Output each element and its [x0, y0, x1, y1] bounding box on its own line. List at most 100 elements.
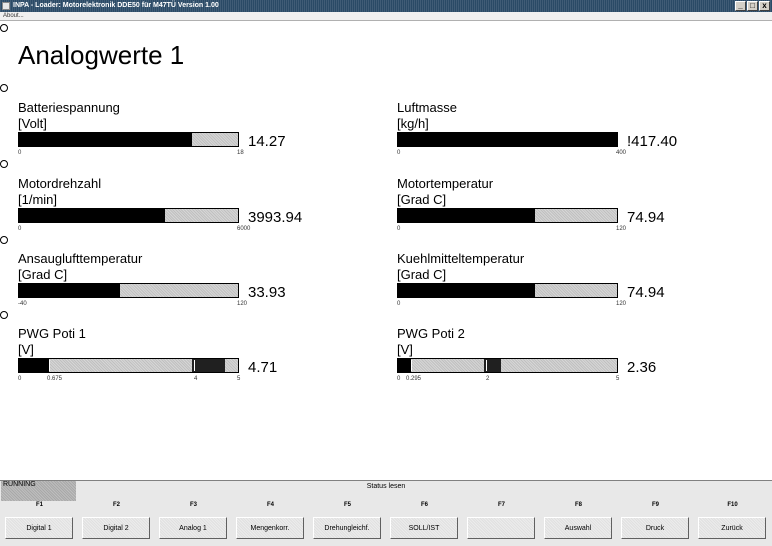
fkey-button-f10[interactable]: Zurück — [698, 517, 766, 539]
gauge-max-label: 120 — [616, 226, 627, 232]
gauge-name: PWG Poti 2 — [397, 326, 465, 341]
gauge-fill-value — [192, 359, 225, 372]
status-text: Status lesen — [366, 483, 406, 490]
gauge-limit-marker — [194, 360, 195, 371]
gauge-value: 2.36 — [627, 359, 657, 376]
fkey-button-f5[interactable]: Drehungleichf. — [313, 517, 381, 539]
gauge-upper-limit-label: 4 — [194, 376, 198, 382]
gauge-lower-limit-label: 0.675 — [47, 376, 63, 382]
gauge-max-label: 120 — [237, 301, 248, 307]
gauge-name: Batteriespannung — [18, 100, 120, 115]
gauge-min-label: -40 — [18, 301, 27, 307]
gauge-value: 74.94 — [627, 284, 665, 301]
gauge-value: 3993.94 — [248, 209, 303, 226]
gauge-value: 74.94 — [627, 209, 665, 226]
fkey-button-f4[interactable]: Mengenkorr. — [236, 517, 304, 539]
gauge-unit: [Grad C] — [18, 267, 68, 282]
gauge-name: Kuehlmitteltemperatur — [397, 251, 525, 266]
fkey-label-f3: F3 — [189, 502, 197, 508]
gauge-fill-lower — [19, 359, 49, 372]
fkey-label-f2: F2 — [112, 502, 120, 508]
gauge-unit: [V] — [397, 342, 413, 357]
gauge-min-label: 0 — [397, 301, 401, 307]
gauge-unit: [Grad C] — [397, 267, 447, 282]
gauge-name: PWG Poti 1 — [18, 326, 86, 341]
row-marker-icon — [0, 311, 8, 319]
fkey-button-f7[interactable] — [467, 517, 535, 539]
gauge-max-label: 5 — [616, 376, 620, 382]
gauge-value: 33.93 — [248, 284, 286, 301]
gauge-fill — [398, 133, 617, 146]
fkey-button-f3[interactable]: Analog 1 — [159, 517, 227, 539]
maximize-button[interactable]: □ — [747, 1, 758, 11]
gauge-name: Motordrehzahl — [18, 176, 102, 191]
gauge-value: !417.40 — [627, 133, 678, 150]
gauge-min-label: 0 — [18, 376, 22, 382]
gauge-value: 4.71 — [248, 359, 278, 376]
gauge-lower-limit-label: 0.295 — [406, 376, 422, 382]
gauge-upper-limit-label: 2 — [486, 376, 490, 382]
gauge-unit: [Volt] — [18, 116, 47, 131]
gauge-min-label: 0 — [18, 150, 22, 156]
gauge-unit: [kg/h] — [397, 116, 429, 131]
row-marker-icon — [0, 84, 8, 92]
gauge-min-label: 0 — [18, 226, 22, 232]
fkey-label-f9: F9 — [651, 502, 659, 508]
running-indicator: RUNNING — [1, 481, 76, 501]
fkey-button-f9[interactable]: Druck — [621, 517, 689, 539]
fkey-button-f1[interactable]: Digital 1 — [5, 517, 73, 539]
gauge-min-label: 0 — [397, 150, 401, 156]
page-title: Analogwerte 1 — [18, 40, 185, 70]
gauge-fill-lower — [398, 359, 411, 372]
fkey-label-f6: F6 — [420, 502, 428, 508]
fkey-label-f8: F8 — [574, 502, 582, 508]
gauge-unit: [V] — [18, 342, 34, 357]
gauge-bar — [397, 208, 618, 223]
gauge-bar — [397, 283, 618, 298]
fkey-button-f6[interactable]: SOLL/IST — [390, 517, 458, 539]
row-marker-icon — [0, 24, 8, 32]
gauge-unit: [Grad C] — [397, 192, 447, 207]
gauge-min-label: 0 — [397, 376, 401, 382]
close-button[interactable]: x — [759, 1, 770, 11]
row-marker-icon — [0, 160, 8, 168]
gauge-unit: [1/min] — [18, 192, 58, 207]
gauge-bar — [18, 132, 239, 147]
gauge-fill — [398, 284, 535, 297]
gauge-bar — [397, 132, 618, 147]
gauge-fill-value — [484, 359, 501, 372]
gauge-max-label: 400 — [616, 150, 627, 156]
gauge-max-label: 6000 — [237, 226, 251, 232]
gauge-bar — [18, 208, 239, 223]
gauge-max-label: 18 — [237, 150, 244, 156]
gauge-fill — [19, 209, 165, 222]
gauge-fill — [398, 209, 535, 222]
menu-item-about[interactable]: About... — [3, 13, 24, 19]
gauge-fill — [19, 284, 120, 297]
fkey-label-f5: F5 — [343, 502, 351, 508]
gauge-fill — [19, 133, 192, 146]
fkey-label-f7: F7 — [497, 502, 505, 508]
gauge-bar — [397, 358, 618, 373]
gauge-limit-marker — [49, 360, 50, 371]
fkey-button-f2[interactable]: Digital 2 — [82, 517, 150, 539]
gauge-limit-marker — [411, 360, 412, 371]
title-bar: INPA - Loader: Motorelektronik DDE50 für… — [0, 0, 772, 12]
fkey-button-f8[interactable]: Auswahl — [544, 517, 612, 539]
gauge-name: Motortemperatur — [397, 176, 494, 191]
gauge-name: Ansauglufttemperatur — [18, 251, 143, 266]
minimize-button[interactable]: _ — [735, 1, 746, 11]
gauge-value: 14.27 — [248, 133, 286, 150]
fkey-label-f4: F4 — [266, 502, 274, 508]
menu-bar: About... — [0, 12, 772, 21]
app-icon — [2, 2, 10, 10]
fkey-label-f1: F1 — [35, 502, 43, 508]
gauge-bar — [18, 283, 239, 298]
gauge-min-label: 0 — [397, 226, 401, 232]
gauge-limit-marker — [486, 360, 487, 371]
gauge-bar — [18, 358, 239, 373]
gauge-max-label: 120 — [616, 301, 627, 307]
fkey-label-f10: F10 — [727, 502, 738, 508]
gauge-max-label: 5 — [237, 376, 241, 382]
gauge-name: Luftmasse — [397, 100, 457, 115]
